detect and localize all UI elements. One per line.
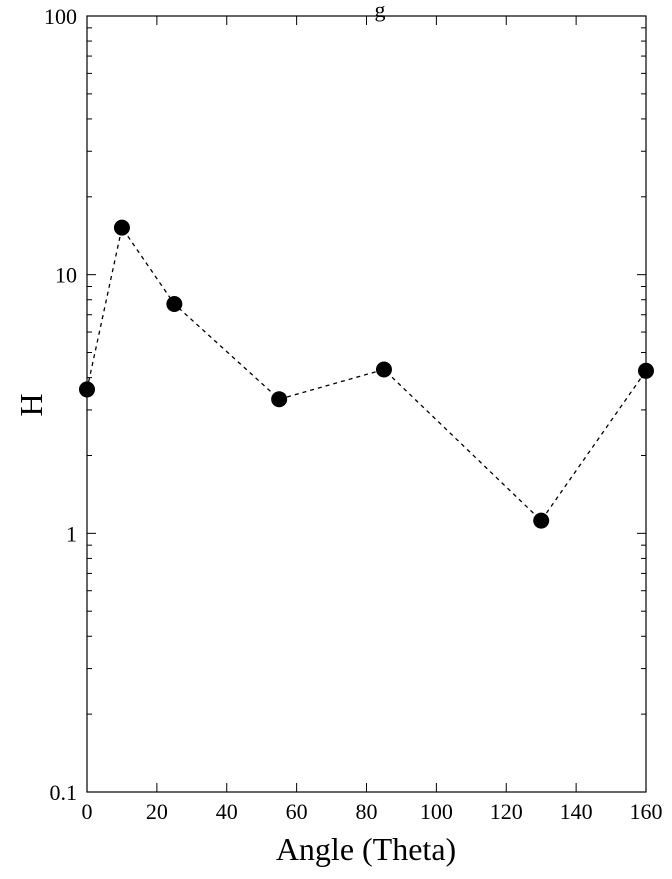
x-tick-label: 160 — [630, 799, 663, 824]
chart-title: g — [375, 0, 386, 22]
y-tick-label: 10 — [55, 263, 77, 288]
plot-area: 0 20 40 60 80 100 120 140 160 0.1 1 10 100 — [44, 4, 663, 824]
y-tick-label: 100 — [44, 4, 77, 29]
x-tick-label: 80 — [356, 799, 378, 824]
x-tick-label: 40 — [216, 799, 238, 824]
y-tick-label: 1 — [66, 521, 77, 546]
x-tick-label: 20 — [146, 799, 168, 824]
x-tick-label: 0 — [82, 799, 93, 824]
x-tick-label: 60 — [286, 799, 308, 824]
x-tick-label: 120 — [490, 799, 523, 824]
data-point — [533, 512, 550, 529]
x-tick-label: 100 — [420, 799, 453, 824]
x-tick-label: 140 — [560, 799, 593, 824]
plot-frame — [86, 15, 647, 793]
data-point — [375, 361, 392, 378]
data-point — [113, 219, 130, 236]
y-tick-label: 0.1 — [50, 780, 78, 805]
data-point — [79, 381, 95, 398]
y-axis-title: H — [13, 393, 49, 416]
data-point — [166, 296, 183, 313]
series-line — [86, 226, 647, 522]
x-axis-title: Angle (Theta) — [276, 831, 456, 867]
data-point — [271, 391, 288, 408]
data-point — [638, 362, 654, 379]
